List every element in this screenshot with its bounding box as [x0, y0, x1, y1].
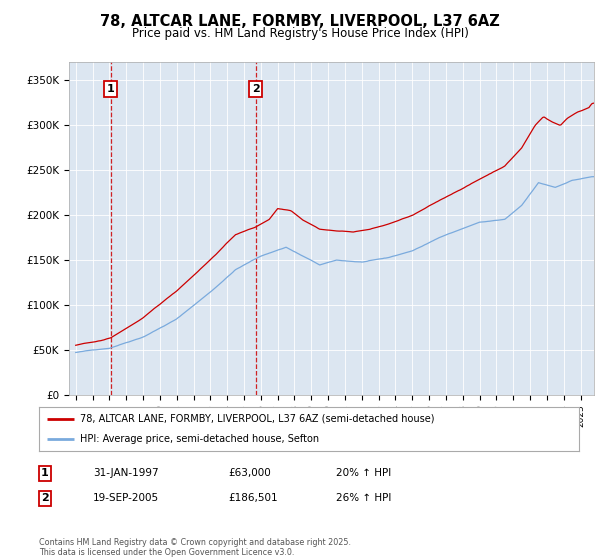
- Text: 2: 2: [41, 493, 49, 503]
- Text: Price paid vs. HM Land Registry's House Price Index (HPI): Price paid vs. HM Land Registry's House …: [131, 27, 469, 40]
- Text: £63,000: £63,000: [228, 468, 271, 478]
- Text: 1: 1: [41, 468, 49, 478]
- Text: 26% ↑ HPI: 26% ↑ HPI: [336, 493, 391, 503]
- Text: Contains HM Land Registry data © Crown copyright and database right 2025.
This d: Contains HM Land Registry data © Crown c…: [39, 538, 351, 557]
- Text: 31-JAN-1997: 31-JAN-1997: [93, 468, 158, 478]
- Text: 20% ↑ HPI: 20% ↑ HPI: [336, 468, 391, 478]
- Text: £186,501: £186,501: [228, 493, 278, 503]
- Text: 78, ALTCAR LANE, FORMBY, LIVERPOOL, L37 6AZ: 78, ALTCAR LANE, FORMBY, LIVERPOOL, L37 …: [100, 14, 500, 29]
- Text: 78, ALTCAR LANE, FORMBY, LIVERPOOL, L37 6AZ (semi-detached house): 78, ALTCAR LANE, FORMBY, LIVERPOOL, L37 …: [79, 414, 434, 424]
- Text: 19-SEP-2005: 19-SEP-2005: [93, 493, 159, 503]
- Text: 2: 2: [252, 84, 260, 94]
- Text: 1: 1: [107, 84, 114, 94]
- Text: HPI: Average price, semi-detached house, Sefton: HPI: Average price, semi-detached house,…: [79, 434, 319, 444]
